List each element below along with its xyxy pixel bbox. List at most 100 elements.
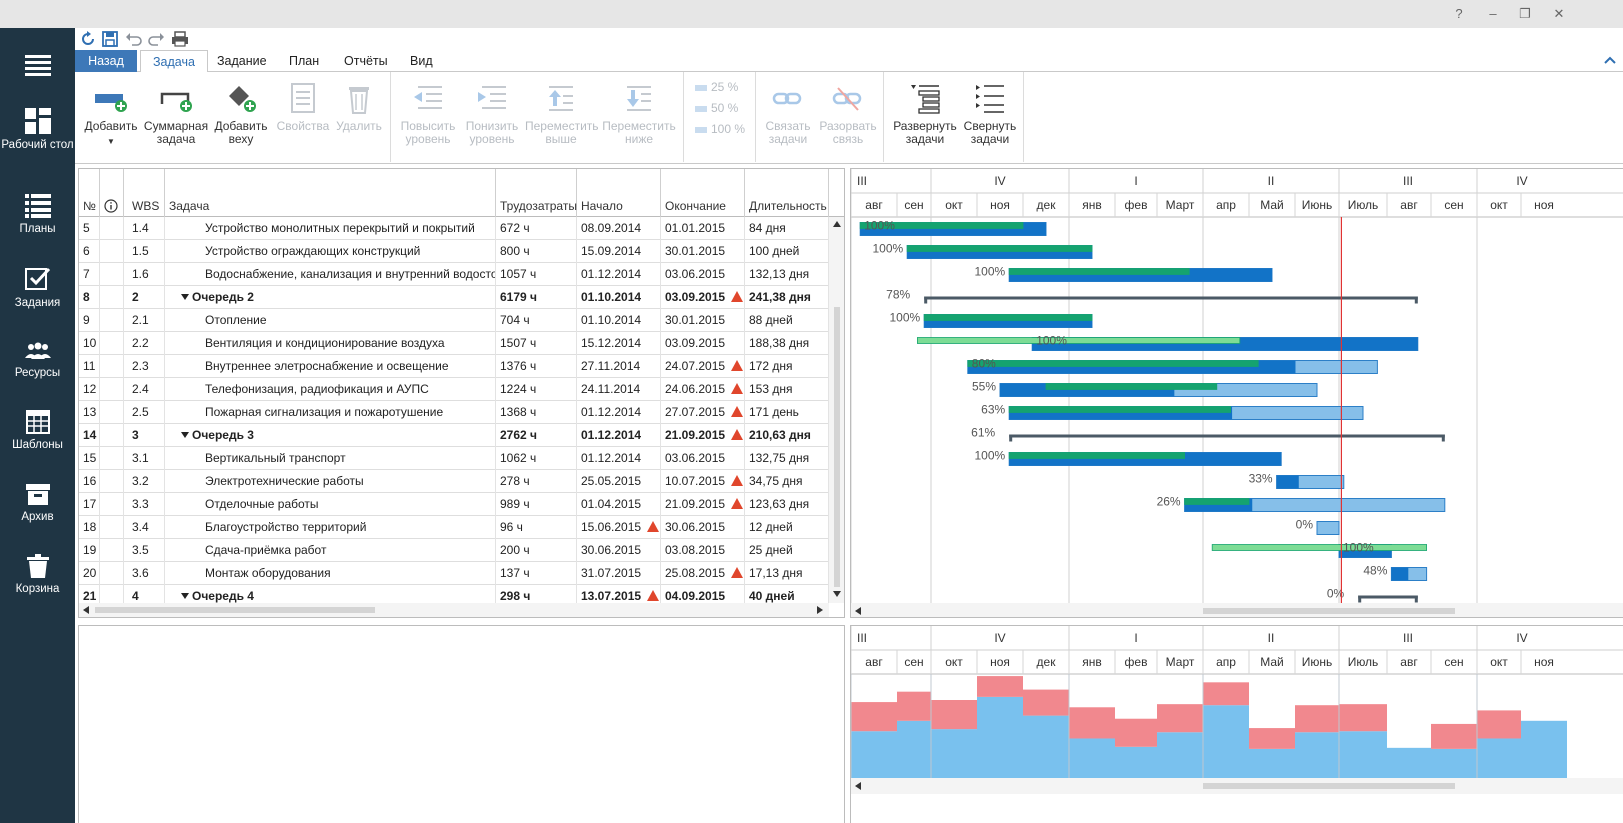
gantt-bar[interactable]: 100% <box>917 334 1419 351</box>
cell-wbs[interactable]: 3 <box>124 424 165 447</box>
cell-wbs[interactable]: 2.3 <box>124 355 165 378</box>
sidebar-item-templates[interactable]: Шаблоны <box>0 410 75 482</box>
cell-end[interactable]: 21.09.2015 <box>661 493 745 516</box>
cell-wbs[interactable]: 1.4 <box>124 217 165 240</box>
move-down-button[interactable]: Переместить ниже <box>599 82 679 146</box>
gantt-bar[interactable]: 55% <box>972 380 1318 397</box>
table-row[interactable]: 18 3.4 Благоустройство территорий 96 ч 15.06… <box>79 516 829 539</box>
gantt-bar[interactable]: 100% <box>974 449 1282 466</box>
cell-num[interactable]: 12 <box>79 378 100 401</box>
column-header-wbs[interactable]: WBS <box>124 169 165 217</box>
cell-num[interactable]: 19 <box>79 539 100 562</box>
cell-start[interactable]: 31.07.2015 <box>577 562 661 585</box>
redo-icon[interactable] <box>147 30 165 48</box>
cell-wbs[interactable]: 2.5 <box>124 401 165 424</box>
collapse-arrow-icon[interactable] <box>181 432 189 438</box>
table-row[interactable]: 5 1.4 Устройство монолитных перекрытий и п… <box>79 217 829 240</box>
sidebar-item-archive[interactable]: Архив <box>0 482 75 554</box>
cell-work[interactable]: 989 ч <box>496 493 577 516</box>
scroll-up-arrow-icon[interactable] <box>833 221 841 227</box>
sidebar-item-desktop[interactable]: Рабочий стол <box>0 108 75 180</box>
scroll-left-arrow-icon[interactable] <box>855 782 861 790</box>
link-tasks-button[interactable]: Связать задачи <box>759 82 817 146</box>
cell-wbs[interactable]: 3.5 <box>124 539 165 562</box>
cell-duration[interactable]: 171 день <box>745 401 829 424</box>
cell-num[interactable]: 11 <box>79 355 100 378</box>
cell-work[interactable]: 6179 ч <box>496 286 577 309</box>
cell-wbs[interactable]: 2.1 <box>124 309 165 332</box>
summary-bar[interactable] <box>1358 595 1418 599</box>
cell-wbs[interactable]: 3.1 <box>124 447 165 470</box>
cell-info[interactable] <box>100 470 124 493</box>
gantt-bar[interactable]: 0% <box>1296 518 1340 535</box>
cell-num[interactable]: 6 <box>79 240 100 263</box>
scroll-right-arrow-icon[interactable] <box>817 606 823 614</box>
cell-end[interactable]: 03.06.2015 <box>661 263 745 286</box>
properties-button[interactable]: Свойства <box>275 82 331 133</box>
cell-num[interactable]: 10 <box>79 332 100 355</box>
cell-duration[interactable]: 17,13 дня <box>745 562 829 585</box>
cell-task[interactable]: Пожарная сигнализация и пожаротушение <box>165 401 496 424</box>
cell-duration[interactable]: 241,38 дня <box>745 286 829 309</box>
cell-work[interactable]: 704 ч <box>496 309 577 332</box>
cell-info[interactable] <box>100 516 124 539</box>
cell-info[interactable] <box>100 355 124 378</box>
move-up-button[interactable]: Переместить выше <box>525 82 599 146</box>
cell-duration[interactable]: 188,38 дня <box>745 332 829 355</box>
gantt-bar[interactable]: 100% <box>859 219 1047 236</box>
cell-num[interactable]: 13 <box>79 401 100 424</box>
table-row[interactable]: 14 3 Очередь 3 2762 ч 01.12.2014 21.09.2015 21… <box>79 424 829 447</box>
cell-work[interactable]: 1224 ч <box>496 378 577 401</box>
cell-info[interactable] <box>100 585 124 603</box>
cell-start[interactable]: 25.05.2015 <box>577 470 661 493</box>
close-icon[interactable]: ✕ <box>1553 6 1565 21</box>
cell-num[interactable]: 7 <box>79 263 100 286</box>
cell-duration[interactable]: 172 дня <box>745 355 829 378</box>
gantt-bar[interactable]: 80% <box>967 357 1378 374</box>
cell-work[interactable]: 800 ч <box>496 240 577 263</box>
table-row[interactable]: 8 2 Очередь 2 6179 ч 01.10.2014 03.09.2015 241… <box>79 286 829 309</box>
collapse-arrow-icon[interactable] <box>181 593 189 599</box>
cell-work[interactable]: 96 ч <box>496 516 577 539</box>
cell-task[interactable]: Устройство ограждающих конструкций <box>165 240 496 263</box>
gantt-bar[interactable]: 48% <box>1363 564 1428 581</box>
cell-duration[interactable]: 132,75 дня <box>745 447 829 470</box>
cell-duration[interactable]: 123,63 дня <box>745 493 829 516</box>
cell-info[interactable] <box>100 309 124 332</box>
tab-task[interactable]: Задача <box>140 50 208 73</box>
collapse-tasks-button[interactable]: Свернуть задачи <box>963 82 1017 146</box>
collapse-arrow-icon[interactable] <box>181 294 189 300</box>
cell-start[interactable]: 13.07.2015 <box>577 585 661 603</box>
cell-start[interactable]: 01.10.2014 <box>577 309 661 332</box>
cell-end[interactable]: 03.06.2015 <box>661 447 745 470</box>
help-icon[interactable]: ? <box>1455 6 1463 21</box>
cell-duration[interactable]: 100 дней <box>745 240 829 263</box>
cell-end[interactable]: 01.01.2015 <box>661 217 745 240</box>
cell-duration[interactable]: 12 дней <box>745 516 829 539</box>
cell-work[interactable]: 1062 ч <box>496 447 577 470</box>
cell-num[interactable]: 15 <box>79 447 100 470</box>
cell-task[interactable]: Монтаж оборудования <box>165 562 496 585</box>
cell-end[interactable]: 27.07.2015 <box>661 401 745 424</box>
scroll-thumb[interactable] <box>1203 783 1455 789</box>
table-row[interactable]: 21 4 Очередь 4 298 ч 13.07.2015 04.09.2015 40 … <box>79 585 829 603</box>
progress-25-button[interactable]: 25 % <box>695 80 738 94</box>
summary-bar[interactable] <box>924 296 1418 300</box>
cell-wbs[interactable]: 2 <box>124 286 165 309</box>
cell-start[interactable]: 30.06.2015 <box>577 539 661 562</box>
cell-task[interactable]: Телефонизация, радиофикация и АУПС <box>165 378 496 401</box>
cell-num[interactable]: 21 <box>79 585 100 603</box>
table-row[interactable]: 11 2.3 Внутреннее элетроснабжение и освеще… <box>79 355 829 378</box>
cell-start[interactable]: 01.12.2014 <box>577 263 661 286</box>
cell-info[interactable] <box>100 539 124 562</box>
summary-task-button[interactable]: Суммарная задача <box>143 82 209 146</box>
cell-work[interactable]: 200 ч <box>496 539 577 562</box>
cell-wbs[interactable]: 3.3 <box>124 493 165 516</box>
cell-end[interactable]: 21.09.2015 <box>661 424 745 447</box>
table-row[interactable]: 20 3.6 Монтаж оборудования 137 ч 31.07.2015 2… <box>79 562 829 585</box>
cell-num[interactable]: 8 <box>79 286 100 309</box>
grid-vertical-scrollbar[interactable] <box>829 217 844 603</box>
cell-start[interactable]: 01.04.2015 <box>577 493 661 516</box>
cell-work[interactable]: 2762 ч <box>496 424 577 447</box>
cell-end[interactable]: 10.07.2015 <box>661 470 745 493</box>
